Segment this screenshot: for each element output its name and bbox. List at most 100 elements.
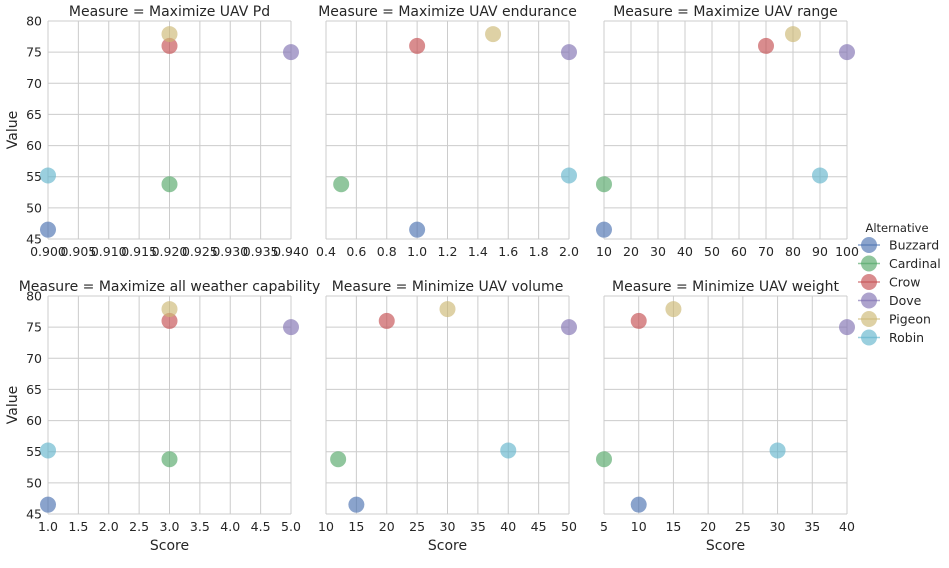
legend-item-crow: Crow xyxy=(858,274,920,290)
x-tick-label: 4.5 xyxy=(251,519,271,534)
point-buzzard xyxy=(40,496,56,513)
point-dove xyxy=(283,44,299,61)
point-dove xyxy=(283,319,299,336)
x-tick-label: 1.6 xyxy=(498,244,518,259)
point-pigeon xyxy=(161,26,178,43)
legend-marker xyxy=(861,237,877,253)
x-axis-label: Score xyxy=(150,538,189,554)
x-tick-label: 25 xyxy=(735,519,751,534)
x-tick-label: 50 xyxy=(561,519,577,534)
y-tick-label: 70 xyxy=(26,351,42,366)
panel-5: 10 15 20 25 30 35 40 45 50 Measure = Minimize UAV… xyxy=(318,279,577,554)
legend-label: Dove xyxy=(889,293,922,308)
legend-item-dove: Dove xyxy=(858,292,922,309)
point-pigeon xyxy=(439,301,456,318)
x-tick-label: 0.900 xyxy=(30,244,66,259)
point-crow xyxy=(161,37,178,54)
x-tick-label: 20 xyxy=(700,519,716,534)
x-axis-label: Score xyxy=(428,538,467,554)
y-tick-label: 50 xyxy=(26,475,42,490)
x-tick-label: 2.0 xyxy=(559,244,579,259)
legend-item-robin: Robin xyxy=(858,329,924,346)
panel-title: Measure = Maximize UAV Pd xyxy=(69,4,270,20)
x-tick-label: 1.8 xyxy=(529,244,549,259)
legend-label: Pigeon xyxy=(889,312,931,327)
point-crow xyxy=(758,37,774,54)
point-crow xyxy=(161,312,178,329)
point-robin xyxy=(40,167,56,184)
y-tick-label: 50 xyxy=(26,200,42,215)
point-robin xyxy=(40,442,56,459)
x-tick-label: 20 xyxy=(379,519,395,534)
y-tick-label: 65 xyxy=(26,382,42,397)
x-tick-label: 35 xyxy=(804,519,820,534)
point-dove xyxy=(839,44,855,61)
x-tick-label: 1.4 xyxy=(468,244,488,259)
y-tick-label: 60 xyxy=(26,413,42,428)
point-cardinal xyxy=(330,451,347,468)
x-tick-label: 5 xyxy=(600,519,608,534)
point-cardinal xyxy=(161,451,178,468)
x-tick-label: 0.905 xyxy=(60,244,96,259)
x-tick-label: 0.4 xyxy=(316,244,336,259)
y-tick-label: 80 xyxy=(26,14,42,29)
point-pigeon xyxy=(485,26,502,43)
panel-2: 0.4 0.6 0.8 1.0 1.2 1.4 1.6 1.8 2.0 Measure = Max… xyxy=(316,4,579,259)
y-axis-label: Value xyxy=(5,386,21,424)
x-tick-label: 3.0 xyxy=(160,519,180,534)
x-tick-label: 45 xyxy=(531,519,547,534)
x-tick-label: 0.940 xyxy=(273,244,309,259)
legend: Alternative Buzzard Cardinal Crow Dove Pigeon… xyxy=(858,221,941,346)
legend-label: Crow xyxy=(889,275,920,290)
panel-title: Measure = Maximize UAV endurance xyxy=(318,4,577,20)
x-tick-label: 70 xyxy=(758,244,774,259)
x-tick-label: 90 xyxy=(812,244,828,259)
panel-3: 10 20 30 40 50 60 70 80 90 100 Measure = Maximize … xyxy=(596,4,859,259)
y-tick-label: 75 xyxy=(26,45,42,60)
x-tick-label: 1.5 xyxy=(68,519,88,534)
y-tick-label: 65 xyxy=(26,107,42,122)
panel-6: 5 10 15 20 25 30 35 40 Measure = Minimize UAV we… xyxy=(596,279,855,554)
point-robin xyxy=(500,442,517,459)
legend-title: Alternative xyxy=(865,221,928,235)
x-tick-label: 1.2 xyxy=(438,244,458,259)
x-axis-label: Score xyxy=(706,538,745,554)
y-tick-label: 55 xyxy=(26,444,42,459)
x-tick-label: 30 xyxy=(650,244,666,259)
legend-marker xyxy=(861,329,877,346)
panel-title: Measure = Minimize UAV volume xyxy=(332,279,564,295)
x-tick-label: 3.5 xyxy=(190,519,210,534)
point-cardinal xyxy=(596,451,612,468)
legend-item-pigeon: Pigeon xyxy=(858,311,931,327)
point-buzzard xyxy=(40,221,56,238)
point-crow xyxy=(378,312,395,329)
panel-title: Measure = Maximize all weather capabilit… xyxy=(19,279,321,295)
legend-marker xyxy=(861,292,877,309)
point-dove xyxy=(561,44,577,61)
x-tick-label: 2.0 xyxy=(99,519,119,534)
point-buzzard xyxy=(409,221,426,238)
y-tick-label: 80 xyxy=(26,289,42,304)
x-tick-label: 25 xyxy=(409,519,425,534)
legend-marker xyxy=(861,311,877,327)
legend-item-buzzard: Buzzard xyxy=(858,237,939,253)
x-tick-label: 0.935 xyxy=(243,244,279,259)
x-tick-label: 50 xyxy=(704,244,720,259)
x-tick-label: 10 xyxy=(318,519,334,534)
point-dove xyxy=(839,319,855,336)
x-tick-label: 40 xyxy=(839,519,855,534)
x-tick-label: 35 xyxy=(470,519,486,534)
panel-title: Measure = Minimize UAV weight xyxy=(612,279,839,295)
point-pigeon xyxy=(161,301,178,318)
point-crow xyxy=(409,37,426,54)
x-tick-label: 15 xyxy=(348,519,364,534)
y-axis-label: Value xyxy=(5,111,21,149)
x-tick-label: 30 xyxy=(770,519,786,534)
x-tick-label: 10 xyxy=(631,519,647,534)
x-tick-label: 2.5 xyxy=(129,519,149,534)
x-tick-label: 30 xyxy=(440,519,456,534)
x-tick-label: 60 xyxy=(731,244,747,259)
y-tick-label: 45 xyxy=(26,507,42,522)
x-tick-label: 1.0 xyxy=(38,519,58,534)
